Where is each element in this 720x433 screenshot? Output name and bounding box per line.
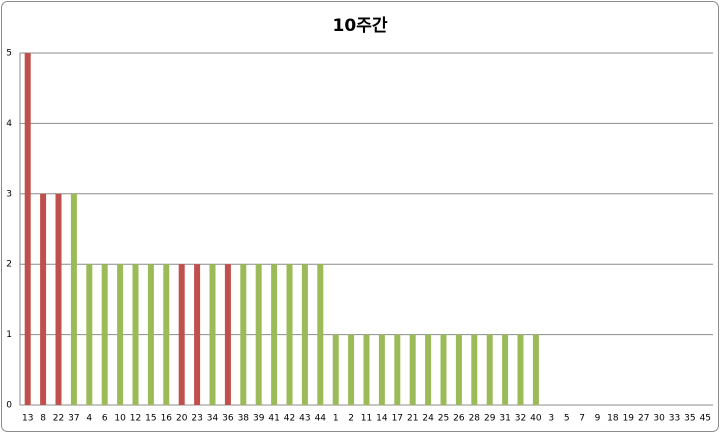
x-tick-label: 19 bbox=[623, 414, 635, 424]
bar bbox=[24, 53, 31, 405]
x-tick-label: 30 bbox=[653, 414, 665, 424]
x-tick-label: 23 bbox=[191, 414, 202, 424]
bar bbox=[409, 334, 416, 405]
x-tick-label: 39 bbox=[253, 414, 265, 424]
bar bbox=[40, 193, 47, 405]
bar bbox=[163, 264, 170, 405]
bar bbox=[378, 334, 385, 405]
x-tick-label: 4 bbox=[86, 414, 92, 424]
x-tick-label: 28 bbox=[469, 414, 481, 424]
bar bbox=[502, 334, 509, 405]
bar bbox=[532, 334, 539, 405]
bar bbox=[86, 264, 93, 405]
x-tick-label: 27 bbox=[638, 414, 649, 424]
x-tick-label: 3 bbox=[548, 414, 554, 424]
bar bbox=[224, 264, 231, 405]
bar bbox=[517, 334, 524, 405]
bar bbox=[70, 193, 77, 405]
bar bbox=[178, 264, 185, 405]
x-tick-label: 6 bbox=[102, 414, 108, 424]
y-tick-label: 5 bbox=[6, 49, 12, 59]
x-tick-label: 35 bbox=[684, 414, 695, 424]
x-tick-label: 34 bbox=[207, 414, 219, 424]
bar bbox=[301, 264, 308, 405]
x-tick-label: 9 bbox=[595, 414, 601, 424]
x-tick-label: 10 bbox=[114, 414, 126, 424]
bar bbox=[55, 193, 62, 405]
x-tick-label: 45 bbox=[700, 414, 711, 424]
x-tick-label: 22 bbox=[53, 414, 64, 424]
x-tick-label: 5 bbox=[564, 414, 570, 424]
x-tick-label: 14 bbox=[376, 414, 388, 424]
x-tick-label: 21 bbox=[407, 414, 418, 424]
x-tick-label: 17 bbox=[392, 414, 403, 424]
x-tick-label: 24 bbox=[422, 414, 434, 424]
bar bbox=[425, 334, 432, 405]
x-tick-label: 18 bbox=[607, 414, 619, 424]
x-tick-label: 36 bbox=[222, 414, 234, 424]
x-tick-label: 13 bbox=[22, 414, 33, 424]
y-tick-label: 3 bbox=[6, 189, 12, 199]
bar bbox=[348, 334, 355, 405]
bar bbox=[455, 334, 462, 405]
chart-title: 10주간 bbox=[333, 16, 388, 36]
y-tick-label: 4 bbox=[6, 119, 12, 129]
bar bbox=[209, 264, 216, 405]
bar bbox=[117, 264, 124, 405]
y-tick-label: 1 bbox=[6, 330, 12, 340]
bar bbox=[101, 264, 108, 405]
bar bbox=[194, 264, 201, 405]
x-tick-label: 43 bbox=[299, 414, 310, 424]
x-tick-label: 1 bbox=[333, 414, 339, 424]
x-tick-label: 40 bbox=[530, 414, 542, 424]
x-tick-label: 38 bbox=[238, 414, 250, 424]
x-tick-label: 11 bbox=[361, 414, 372, 424]
bar bbox=[317, 264, 324, 405]
bar bbox=[132, 264, 139, 405]
x-tick-label: 26 bbox=[453, 414, 465, 424]
bar bbox=[394, 334, 401, 405]
x-tick-label: 20 bbox=[176, 414, 188, 424]
bar bbox=[440, 334, 447, 405]
x-tick-label: 16 bbox=[161, 414, 173, 424]
x-tick-label: 7 bbox=[579, 414, 585, 424]
x-tick-label: 41 bbox=[268, 414, 279, 424]
x-tick-label: 31 bbox=[499, 414, 510, 424]
bar bbox=[271, 264, 278, 405]
bar bbox=[286, 264, 293, 405]
bar bbox=[332, 334, 339, 405]
bar bbox=[363, 334, 370, 405]
x-tick-label: 37 bbox=[68, 414, 79, 424]
x-tick-label: 8 bbox=[40, 414, 46, 424]
y-tick-label: 0 bbox=[6, 401, 12, 411]
bar bbox=[255, 264, 262, 405]
x-tick-label: 29 bbox=[484, 414, 496, 424]
bar bbox=[240, 264, 247, 405]
x-tick-label: 25 bbox=[438, 414, 449, 424]
x-tick-label: 15 bbox=[145, 414, 156, 424]
x-tick-label: 32 bbox=[515, 414, 526, 424]
bar bbox=[147, 264, 154, 405]
bar bbox=[471, 334, 478, 405]
x-tick-label: 33 bbox=[669, 414, 680, 424]
x-tick-label: 2 bbox=[348, 414, 354, 424]
x-tick-label: 44 bbox=[315, 414, 327, 424]
bar bbox=[486, 334, 493, 405]
x-tick-label: 12 bbox=[130, 414, 141, 424]
y-tick-label: 2 bbox=[6, 260, 12, 270]
x-tick-label: 42 bbox=[284, 414, 295, 424]
